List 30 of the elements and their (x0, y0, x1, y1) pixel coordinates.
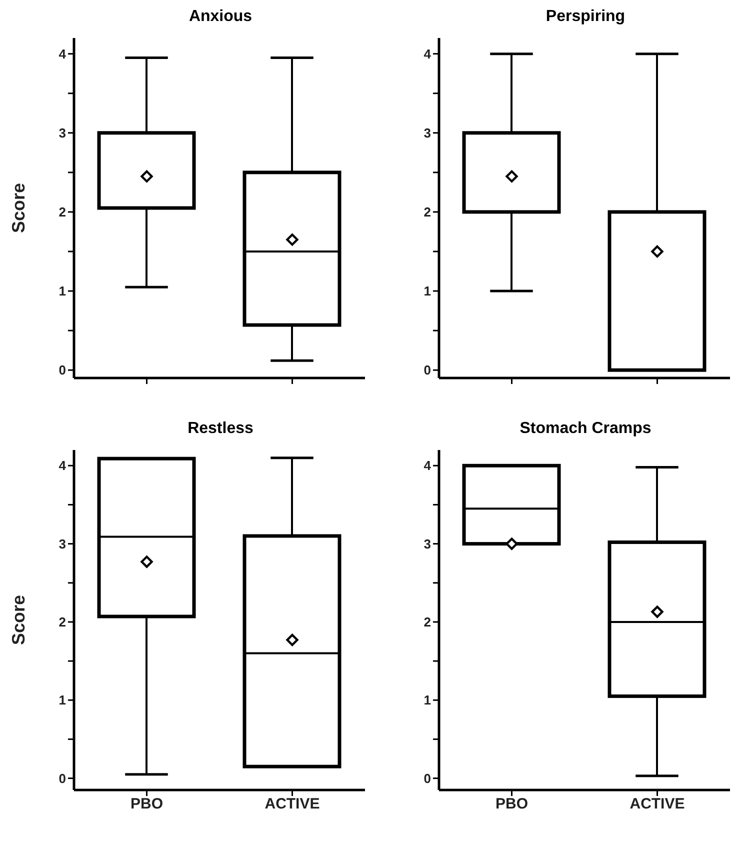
y-axis-title: Score (8, 182, 28, 234)
chart-title: Restless (186, 420, 254, 439)
y-tick-label: 1 (424, 692, 431, 708)
x-tick-label: ACTIVE (264, 796, 320, 813)
x-tick-label: PBO (495, 796, 528, 813)
chart-title: Anxious (188, 8, 254, 27)
y-tick-label: 1 (58, 692, 66, 708)
chart-title: Perspiring (544, 8, 626, 27)
y-tick-label: 1 (58, 284, 66, 299)
y-tick-label: 3 (58, 536, 66, 552)
y-tick-label: 3 (424, 126, 431, 140)
y-tick-label: 4 (58, 458, 67, 474)
y-tick-label: 3 (58, 126, 66, 140)
chart-title: Stomach Cramps (518, 420, 652, 439)
y-tick-label: 0 (424, 362, 431, 378)
y-tick-label: 4 (58, 46, 67, 62)
x-tick-label: PBO (130, 796, 164, 813)
y-tick-label: 2 (424, 204, 431, 220)
y-tick-label: 3 (424, 536, 431, 552)
y-tick-label: 0 (58, 770, 66, 786)
y-tick-label: 2 (58, 614, 66, 630)
x-tick-label: ACTIVE (630, 796, 685, 813)
y-tick-label: 0 (424, 770, 431, 786)
y-tick-label: 0 (58, 362, 66, 378)
y-tick-label: 1 (424, 284, 431, 299)
y-tick-label: 4 (424, 458, 432, 474)
y-tick-label: 4 (424, 46, 432, 62)
y-tick-label: 2 (58, 204, 66, 220)
y-axis-title: Score (8, 594, 28, 646)
y-tick-label: 2 (424, 614, 431, 630)
